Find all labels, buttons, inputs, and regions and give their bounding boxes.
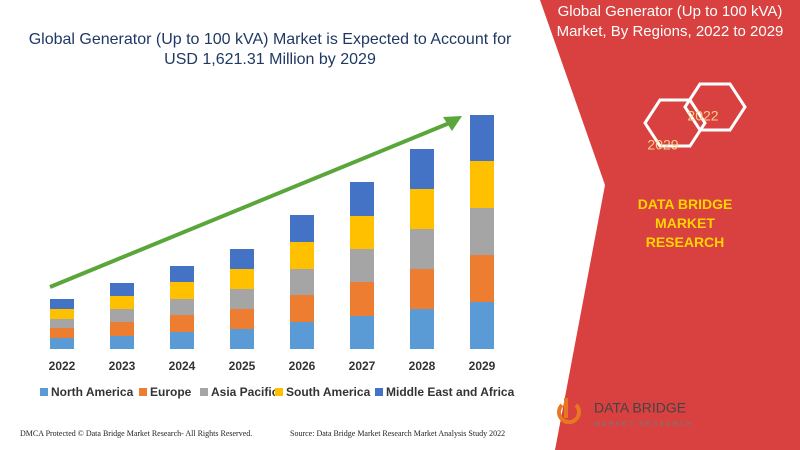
bar-segment bbox=[470, 302, 494, 349]
bar-segment bbox=[410, 149, 434, 189]
bar-segment bbox=[290, 242, 314, 269]
legend-label: North America bbox=[51, 385, 134, 399]
bar-segment bbox=[50, 338, 74, 349]
bar-segment bbox=[470, 208, 494, 255]
legend-swatch bbox=[139, 388, 147, 396]
logo-name: DATA BRIDGE bbox=[594, 400, 686, 416]
bar-segment bbox=[170, 299, 194, 315]
bar-segment bbox=[110, 283, 134, 296]
bar-segment bbox=[170, 332, 194, 349]
bar-segment bbox=[290, 295, 314, 322]
x-tick-label: 2029 bbox=[469, 359, 496, 373]
bar-segment bbox=[230, 289, 254, 309]
hex-label: 2029 bbox=[647, 137, 678, 153]
bar-segment bbox=[50, 309, 74, 319]
bar-segment bbox=[170, 282, 194, 299]
bar-segment bbox=[410, 189, 434, 229]
legend-label: South America bbox=[286, 385, 371, 399]
bar-segment bbox=[110, 296, 134, 309]
bar-segment bbox=[170, 266, 194, 282]
bar-segment bbox=[350, 316, 374, 349]
bar-segment bbox=[110, 336, 134, 349]
x-tick-label: 2026 bbox=[289, 359, 316, 373]
bar-segment bbox=[170, 315, 194, 332]
x-tick-label: 2028 bbox=[409, 359, 436, 373]
hexagon bbox=[683, 82, 747, 132]
bar-segment bbox=[230, 309, 254, 329]
hexagon bbox=[643, 98, 707, 148]
bar-segment bbox=[470, 115, 494, 161]
bar-segment bbox=[290, 322, 314, 349]
x-tick-label: 2024 bbox=[169, 359, 196, 373]
bar-segment bbox=[50, 319, 74, 328]
footer-note: Source: Data Bridge Market Research Mark… bbox=[290, 429, 505, 438]
legend-swatch bbox=[200, 388, 208, 396]
bar-segment bbox=[230, 249, 254, 269]
trend-arrow bbox=[49, 120, 453, 289]
legend-label: Europe bbox=[150, 385, 192, 399]
bar-segment bbox=[470, 161, 494, 208]
panel-title: Global Generator (Up to 100 kVA) Market,… bbox=[556, 3, 784, 40]
bar-segment bbox=[290, 215, 314, 242]
legend-label: Middle East and Africa bbox=[386, 385, 515, 399]
chart-title: Global Generator (Up to 100 kVA) Market … bbox=[28, 31, 512, 68]
bar-segment bbox=[110, 309, 134, 322]
logo-tagline: MARKET RESEARCH bbox=[594, 421, 694, 428]
bar-segment bbox=[230, 329, 254, 349]
bar-segment bbox=[50, 299, 74, 309]
footer-note: DMCA Protected © Data Bridge Market Rese… bbox=[20, 429, 252, 438]
legend-swatch bbox=[275, 388, 283, 396]
bar-segment bbox=[470, 255, 494, 302]
bar-segment bbox=[110, 322, 134, 336]
bar-segment bbox=[230, 269, 254, 289]
legend-swatch bbox=[40, 388, 48, 396]
bar-segment bbox=[290, 269, 314, 295]
hex-label: 2022 bbox=[687, 108, 718, 124]
x-tick-label: 2027 bbox=[349, 359, 376, 373]
bar-segment bbox=[350, 216, 374, 249]
legend-label: Asia Pacific bbox=[211, 385, 279, 399]
bar-segment bbox=[50, 328, 74, 338]
x-tick-label: 2023 bbox=[109, 359, 136, 373]
bar-segment bbox=[350, 282, 374, 316]
bar-segment bbox=[410, 309, 434, 349]
bar-segment bbox=[410, 269, 434, 309]
side-panel bbox=[540, 0, 800, 450]
bar-segment bbox=[410, 229, 434, 269]
x-tick-label: 2025 bbox=[229, 359, 256, 373]
logo-mark bbox=[557, 398, 581, 425]
brand: DATA BRIDGE MARKET RESEARCH bbox=[637, 196, 733, 250]
x-tick-label: 2022 bbox=[49, 359, 76, 373]
bar-segment bbox=[350, 182, 374, 216]
arrow-head bbox=[443, 116, 462, 131]
legend-swatch bbox=[375, 388, 383, 396]
bar-segment bbox=[350, 249, 374, 282]
